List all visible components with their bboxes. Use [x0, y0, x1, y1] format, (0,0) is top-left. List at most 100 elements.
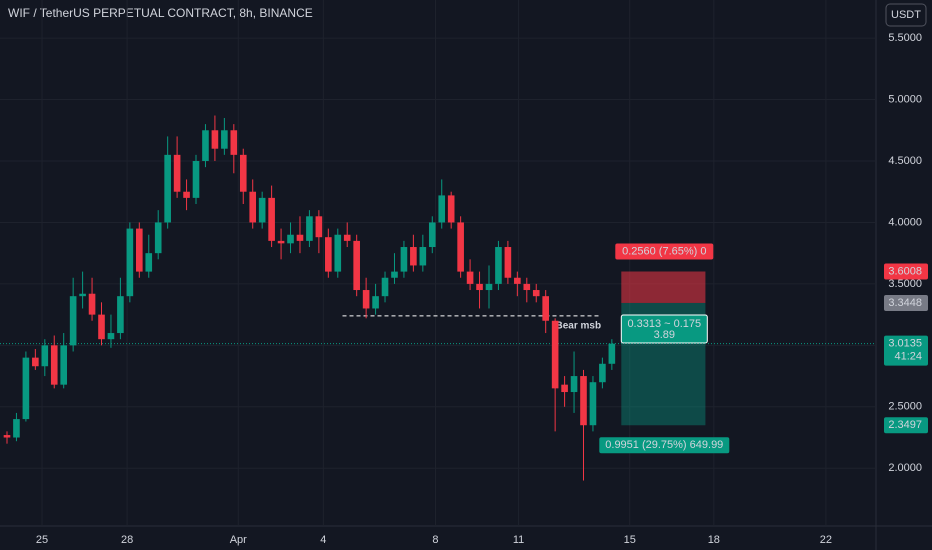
candle-body: [287, 234, 294, 244]
candle-body: [325, 237, 332, 272]
candle-body: [135, 228, 143, 272]
y-tick-label: 4.0000: [888, 216, 922, 228]
target-label: 0.9951 (29.75%) 649.99: [605, 439, 723, 451]
candle-body: [239, 154, 247, 192]
candle-body: [334, 234, 342, 272]
x-tick-label: Apr: [230, 534, 247, 546]
x-tick-label: 22: [820, 534, 832, 546]
stop-price-tag: 3.6008: [888, 265, 922, 277]
candle-body: [79, 293, 86, 297]
candle-body: [523, 283, 531, 291]
candle-body: [277, 240, 285, 244]
candle-body: [400, 247, 408, 272]
candle-body: [532, 290, 540, 297]
x-tick-label: 15: [624, 534, 636, 546]
candle-body: [542, 296, 550, 321]
candle-body: [608, 343, 616, 364]
candle-body: [60, 345, 68, 385]
target-price-tag: 2.3497: [888, 419, 922, 431]
candle-body: [410, 247, 417, 266]
candle-body: [154, 222, 162, 254]
candle-body: [504, 247, 512, 278]
candle-body: [476, 283, 483, 291]
stop-zone: [621, 271, 706, 303]
candle-body: [88, 293, 96, 315]
currency-button[interactable]: [885, 3, 927, 27]
candle-body: [221, 130, 228, 149]
entry-label: 0.3313 ~ 0.175: [627, 318, 701, 330]
entry-label-box: [620, 314, 708, 344]
y-tick-label: 4.5000: [888, 155, 922, 167]
stop-price-tag-box: [884, 263, 928, 280]
candle-body: [428, 222, 436, 248]
x-tick-label: 11: [513, 534, 524, 546]
countdown: 41:24: [894, 351, 922, 363]
candle-body: [419, 247, 427, 266]
candle-body: [126, 228, 134, 297]
candle-body: [447, 195, 455, 223]
candle-body: [69, 296, 77, 346]
candle-body: [117, 296, 124, 334]
candle-body: [485, 283, 493, 291]
annotation: Bear msb: [556, 320, 602, 331]
candle-body: [211, 130, 219, 149]
stop-label: 0.2560 (7.65%) 0: [622, 245, 706, 257]
candle-body: [381, 277, 389, 297]
candle-body: [551, 320, 559, 389]
candle-body: [457, 222, 464, 272]
stop-label-box: [615, 243, 714, 260]
candle-body: [599, 363, 606, 383]
target-price-tag-box: [884, 417, 928, 434]
candle-body: [372, 296, 379, 309]
candle-body: [495, 247, 502, 284]
x-tick-label: 28: [121, 534, 133, 546]
currency-label[interactable]: USDT: [891, 9, 921, 21]
entry-label: 3.89: [654, 329, 675, 341]
candle-body: [249, 191, 257, 223]
candle-body: [22, 357, 30, 420]
candle-body: [343, 234, 351, 241]
y-tick-label: 2.0000: [888, 462, 922, 474]
y-tick-label: 3.5000: [888, 278, 922, 290]
target-label-box: [599, 437, 730, 454]
last-price-tag: 3.0135: [888, 338, 922, 350]
chart-title: WIF / TetherUS PERPETUAL CONTRACT, 8h, B…: [8, 6, 313, 20]
candle-body: [13, 419, 20, 438]
y-tick-label: 5.5000: [888, 32, 922, 44]
candle-body: [107, 333, 115, 340]
candle-body: [391, 271, 398, 278]
x-tick-label: 18: [708, 534, 720, 546]
candle-body: [164, 154, 171, 223]
candle-body: [41, 345, 49, 367]
candle-body: [296, 234, 304, 241]
candle-body: [258, 197, 266, 223]
candle-body: [268, 197, 275, 241]
candle-body: [306, 216, 313, 241]
candle-body: [192, 160, 200, 198]
candle-body: [438, 195, 446, 223]
candle-body: [362, 290, 370, 309]
last-price-box: [884, 335, 928, 366]
candle-body: [145, 253, 153, 272]
candle-body: [561, 384, 568, 393]
candle-body: [353, 240, 360, 291]
candle-body: [315, 216, 323, 238]
candle-body: [570, 376, 578, 393]
candle-body: [98, 314, 105, 340]
candle-body: [580, 376, 587, 426]
candle-body: [50, 345, 58, 385]
entry-price-tag: 3.3448: [888, 297, 922, 309]
candle-body: [173, 154, 181, 192]
candle-body: [230, 130, 238, 155]
candle-body: [183, 191, 190, 198]
candle-body: [3, 435, 11, 438]
y-tick-label: 5.0000: [888, 93, 922, 105]
candle-body: [202, 130, 209, 161]
entry-price-tag-box: [884, 294, 928, 311]
y-tick-label: 2.5000: [888, 401, 922, 413]
candle-body: [589, 382, 597, 426]
candle-body: [514, 277, 521, 284]
x-tick-label: 8: [432, 534, 438, 546]
